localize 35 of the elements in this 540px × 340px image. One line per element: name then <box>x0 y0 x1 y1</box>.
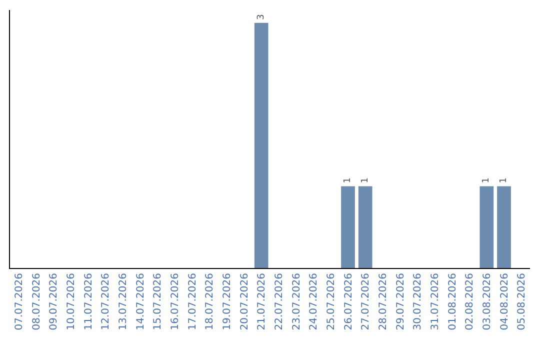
x-tick-label: 31.07.2026 <box>430 273 441 330</box>
data-label: 1 <box>499 178 509 184</box>
x-tick-label: 08.07.2026 <box>31 273 42 330</box>
x-tick-label: 04.08.2026 <box>499 273 510 330</box>
x-tick-label: 01.08.2026 <box>447 273 458 330</box>
data-label: 1 <box>360 178 370 184</box>
x-tick-label: 19.07.2026 <box>222 273 233 330</box>
x-tick-label: 13.07.2026 <box>118 273 129 330</box>
x-tick-label: 12.07.2026 <box>100 273 112 330</box>
x-tick-label: 05.08.2026 <box>516 273 528 330</box>
x-tick-label: 24.07.2026 <box>308 273 320 330</box>
x-tick-label: 07.07.2026 <box>14 273 25 330</box>
x-tick-label: 17.07.2026 <box>187 273 198 330</box>
x-tick-label: 25.07.2026 <box>326 273 337 330</box>
x-tick-label: 28.07.2026 <box>378 273 389 330</box>
x-tick-label: 22.07.2026 <box>274 273 285 330</box>
x-tick-label: 03.08.2026 <box>482 273 493 330</box>
x-tick-label: 21.07.2026 <box>256 273 268 330</box>
x-tick-label: 20.07.2026 <box>239 273 250 330</box>
x-tick-label: 30.07.2026 <box>412 273 424 330</box>
x-tick-label: 11.07.2026 <box>83 273 94 330</box>
data-label: 1 <box>343 178 353 184</box>
x-tick-label: 18.07.2026 <box>204 273 216 330</box>
data-label: 1 <box>482 178 492 184</box>
data-label: 3 <box>256 14 266 20</box>
x-tick-label: 10.07.2026 <box>66 273 77 330</box>
x-tick-label: 29.07.2026 <box>395 273 406 330</box>
x-tick-label: 09.07.2026 <box>48 273 60 330</box>
x-tick-label: 23.07.2026 <box>291 273 302 330</box>
x-tick-label: 15.07.2026 <box>152 273 164 330</box>
x-tick-label: 16.07.2026 <box>170 273 181 330</box>
x-tick-label: 26.07.2026 <box>343 273 354 330</box>
x-tick-label: 02.08.2026 <box>464 273 476 330</box>
x-tick-label: 27.07.2026 <box>360 273 372 330</box>
x-tick-label: 14.07.2026 <box>135 273 146 330</box>
